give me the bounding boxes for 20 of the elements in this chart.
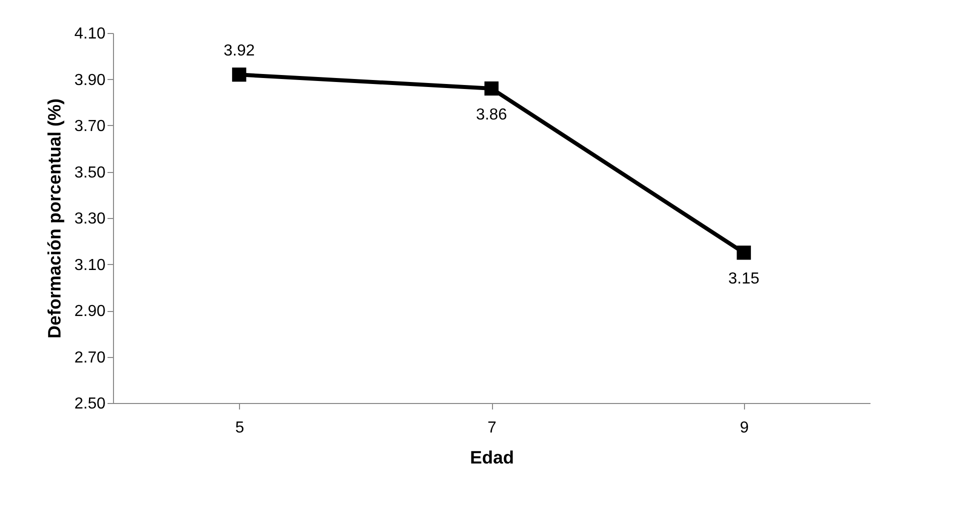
data-label: 3.15 bbox=[728, 270, 760, 288]
y-tick-label: 4.10 bbox=[74, 26, 106, 42]
y-axis-title: Deformación porcentual (%) bbox=[44, 98, 64, 339]
x-tick-label: 7 bbox=[488, 420, 497, 436]
y-tick-label: 3.10 bbox=[74, 256, 106, 274]
y-tick-label: 2.90 bbox=[74, 303, 106, 320]
x-tick-label: 9 bbox=[740, 420, 749, 436]
x-axis-title: Edad bbox=[470, 448, 514, 468]
x-tick-label: 5 bbox=[235, 420, 244, 436]
y-tick-label: 2.50 bbox=[74, 396, 106, 412]
y-tick-label: 3.90 bbox=[74, 72, 106, 89]
y-tick-label: 3.30 bbox=[74, 210, 106, 228]
point bbox=[736, 246, 751, 260]
point bbox=[484, 81, 499, 96]
y-tick-label: 3.70 bbox=[74, 118, 106, 135]
data-label: 3.92 bbox=[224, 42, 255, 60]
data-label: 3.86 bbox=[476, 106, 508, 124]
y-tick-label: 2.70 bbox=[74, 349, 106, 366]
point bbox=[232, 68, 246, 82]
y-tick-label: 3.50 bbox=[74, 164, 106, 182]
